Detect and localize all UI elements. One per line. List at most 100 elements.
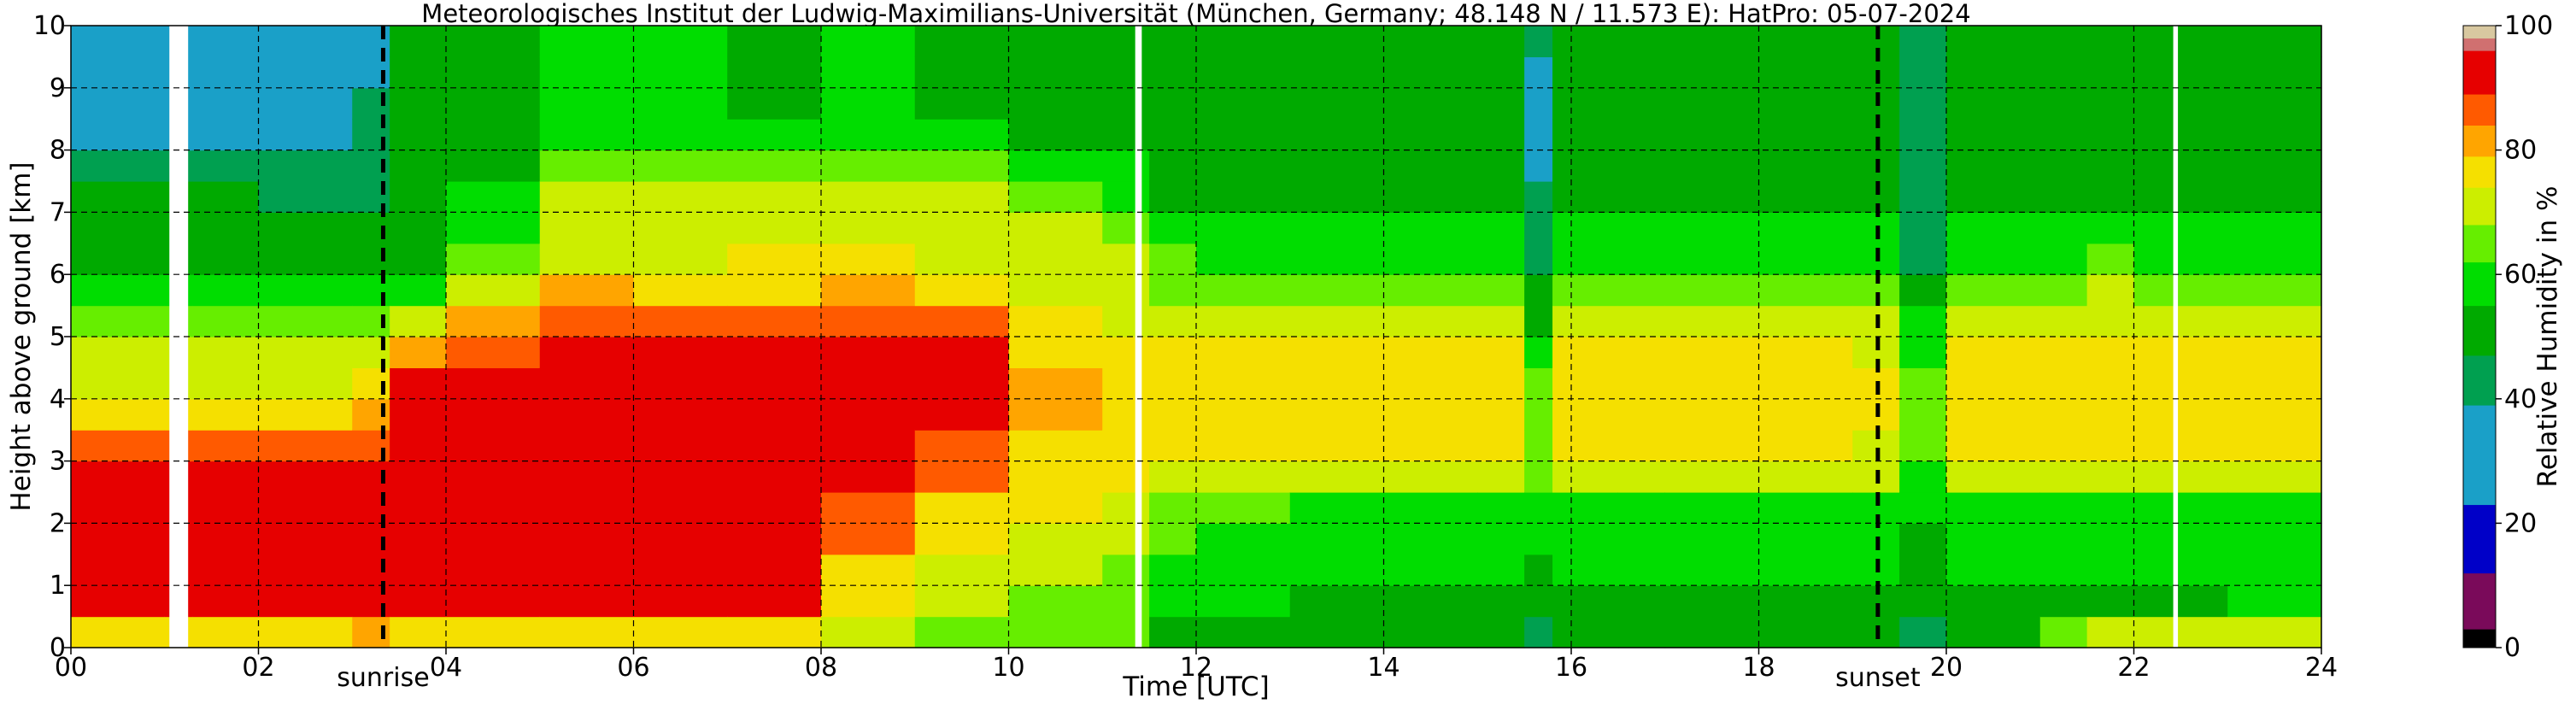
heatmap-cell: [1664, 56, 1760, 89]
heatmap-cell: [1571, 26, 1619, 57]
heatmap-cell: [2086, 398, 2135, 431]
heatmap-cell: [192, 585, 260, 618]
y-tick-label: 5: [50, 322, 66, 352]
heatmap-cell: [1102, 150, 1150, 182]
heatmap-cell: [1149, 430, 1197, 462]
heatmap-cell: [727, 398, 822, 431]
heatmap-cell: [446, 337, 541, 368]
heatmap-cell: [192, 461, 260, 493]
heatmap-cell: [1571, 243, 1619, 275]
heatmap-cell: [1149, 26, 1197, 57]
heatmap-cell: [1664, 398, 1760, 431]
heatmap-cell: [1946, 585, 2041, 618]
heatmap-cell: [1196, 274, 1291, 307]
heatmap-cell: [1196, 430, 1291, 462]
colorbar-tick-label: 60: [2504, 260, 2537, 290]
heatmap-cell: [2133, 554, 2228, 586]
heatmap-cell: [727, 212, 822, 244]
chart-title: Meteorologisches Institut der Ludwig-Max…: [421, 0, 1970, 28]
heatmap-cell: [1102, 181, 1150, 213]
heatmap-cell: [539, 616, 635, 648]
heatmap-cell: [821, 150, 916, 182]
heatmap-cell: [1899, 337, 1947, 368]
heatmap-cell: [390, 305, 447, 337]
heatmap-cell: [1383, 554, 1478, 586]
heatmap-cell: [258, 181, 353, 213]
heatmap-cell: [1758, 398, 1853, 431]
heatmap-cell: [1617, 616, 1666, 648]
heatmap-cell: [2133, 212, 2228, 244]
heatmap-cell: [1289, 212, 1385, 244]
heatmap-cell: [1289, 56, 1385, 89]
heatmap-cell: [633, 337, 728, 368]
heatmap-cell: [1149, 181, 1197, 213]
heatmap-cell: [1383, 367, 1478, 400]
heatmap-cell: [1571, 492, 1619, 524]
heatmap-cell: [1196, 212, 1291, 244]
heatmap-cell: [446, 150, 541, 182]
heatmap-cell: [2133, 398, 2228, 431]
heatmap-cell: [390, 554, 447, 586]
heatmap-cell: [2227, 554, 2322, 586]
heatmap-cell: [1571, 523, 1619, 555]
heatmap-cell: [1477, 212, 1525, 244]
heatmap-cell: [258, 523, 353, 555]
heatmap-cell: [258, 119, 353, 151]
heatmap-cell: [2227, 26, 2322, 57]
heatmap-cell: [914, 337, 1010, 368]
heatmap-cell: [539, 212, 635, 244]
heatmap-cell: [1758, 26, 1853, 57]
heatmap-cell: [1552, 523, 1572, 555]
heatmap-cell: [727, 554, 822, 586]
heatmap-cell: [1196, 26, 1291, 57]
heatmap-cell: [446, 181, 541, 213]
heatmap-cell: [914, 87, 1010, 120]
heatmap-cell: [1477, 430, 1525, 462]
heatmap-cell: [1524, 337, 1553, 368]
heatmap-cell: [2227, 274, 2322, 307]
heatmap-cell: [633, 430, 728, 462]
heatmap-cell: [1758, 305, 1853, 337]
heatmap-cell: [1008, 461, 1103, 493]
heatmap-cell: [1617, 367, 1666, 400]
heatmap-cell: [1289, 523, 1385, 555]
heatmap-cell: [727, 430, 822, 462]
heatmap: [71, 26, 2322, 648]
heatmap-cell: [1617, 430, 1666, 462]
heatmap-cell: [2227, 212, 2322, 244]
heatmap-cell: [1552, 554, 1572, 586]
heatmap-cell: [1552, 274, 1572, 307]
heatmap-cell: [1477, 150, 1525, 182]
heatmap-cell: [914, 398, 1010, 431]
heatmap-cell: [192, 26, 260, 57]
heatmap-cell: [2133, 367, 2228, 400]
heatmap-cell: [1008, 367, 1103, 400]
heatmap-cell: [1102, 26, 1150, 57]
heatmap-cell: [1617, 554, 1666, 586]
heatmap-cell: [1102, 398, 1150, 431]
heatmap-cell: [1477, 398, 1525, 431]
heatmap-cell: [539, 492, 635, 524]
heatmap-cell: [1196, 305, 1291, 337]
heatmap-cell: [914, 616, 1010, 648]
heatmap-cell: [1477, 274, 1525, 307]
heatmap-cell: [390, 461, 447, 493]
heatmap-cell: [192, 430, 260, 462]
heatmap-cell: [914, 554, 1010, 586]
heatmap-cell: [914, 461, 1010, 493]
heatmap-cell: [1289, 87, 1385, 120]
colorbar-segment: [2463, 155, 2496, 188]
heatmap-cell: [1571, 398, 1619, 431]
heatmap-cell: [1552, 585, 1572, 618]
heatmap-cell: [2227, 87, 2322, 120]
heatmap-cell: [1008, 430, 1103, 462]
heatmap-cell: [1008, 181, 1103, 213]
heatmap-cell: [446, 523, 541, 555]
heatmap-cell: [1946, 243, 2041, 275]
heatmap-cell: [390, 398, 447, 431]
heatmap-cell: [1196, 461, 1291, 493]
heatmap-cell: [446, 585, 541, 618]
heatmap-cell: [1102, 305, 1150, 337]
heatmap-cell: [192, 305, 260, 337]
heatmap-cell: [2086, 461, 2135, 493]
